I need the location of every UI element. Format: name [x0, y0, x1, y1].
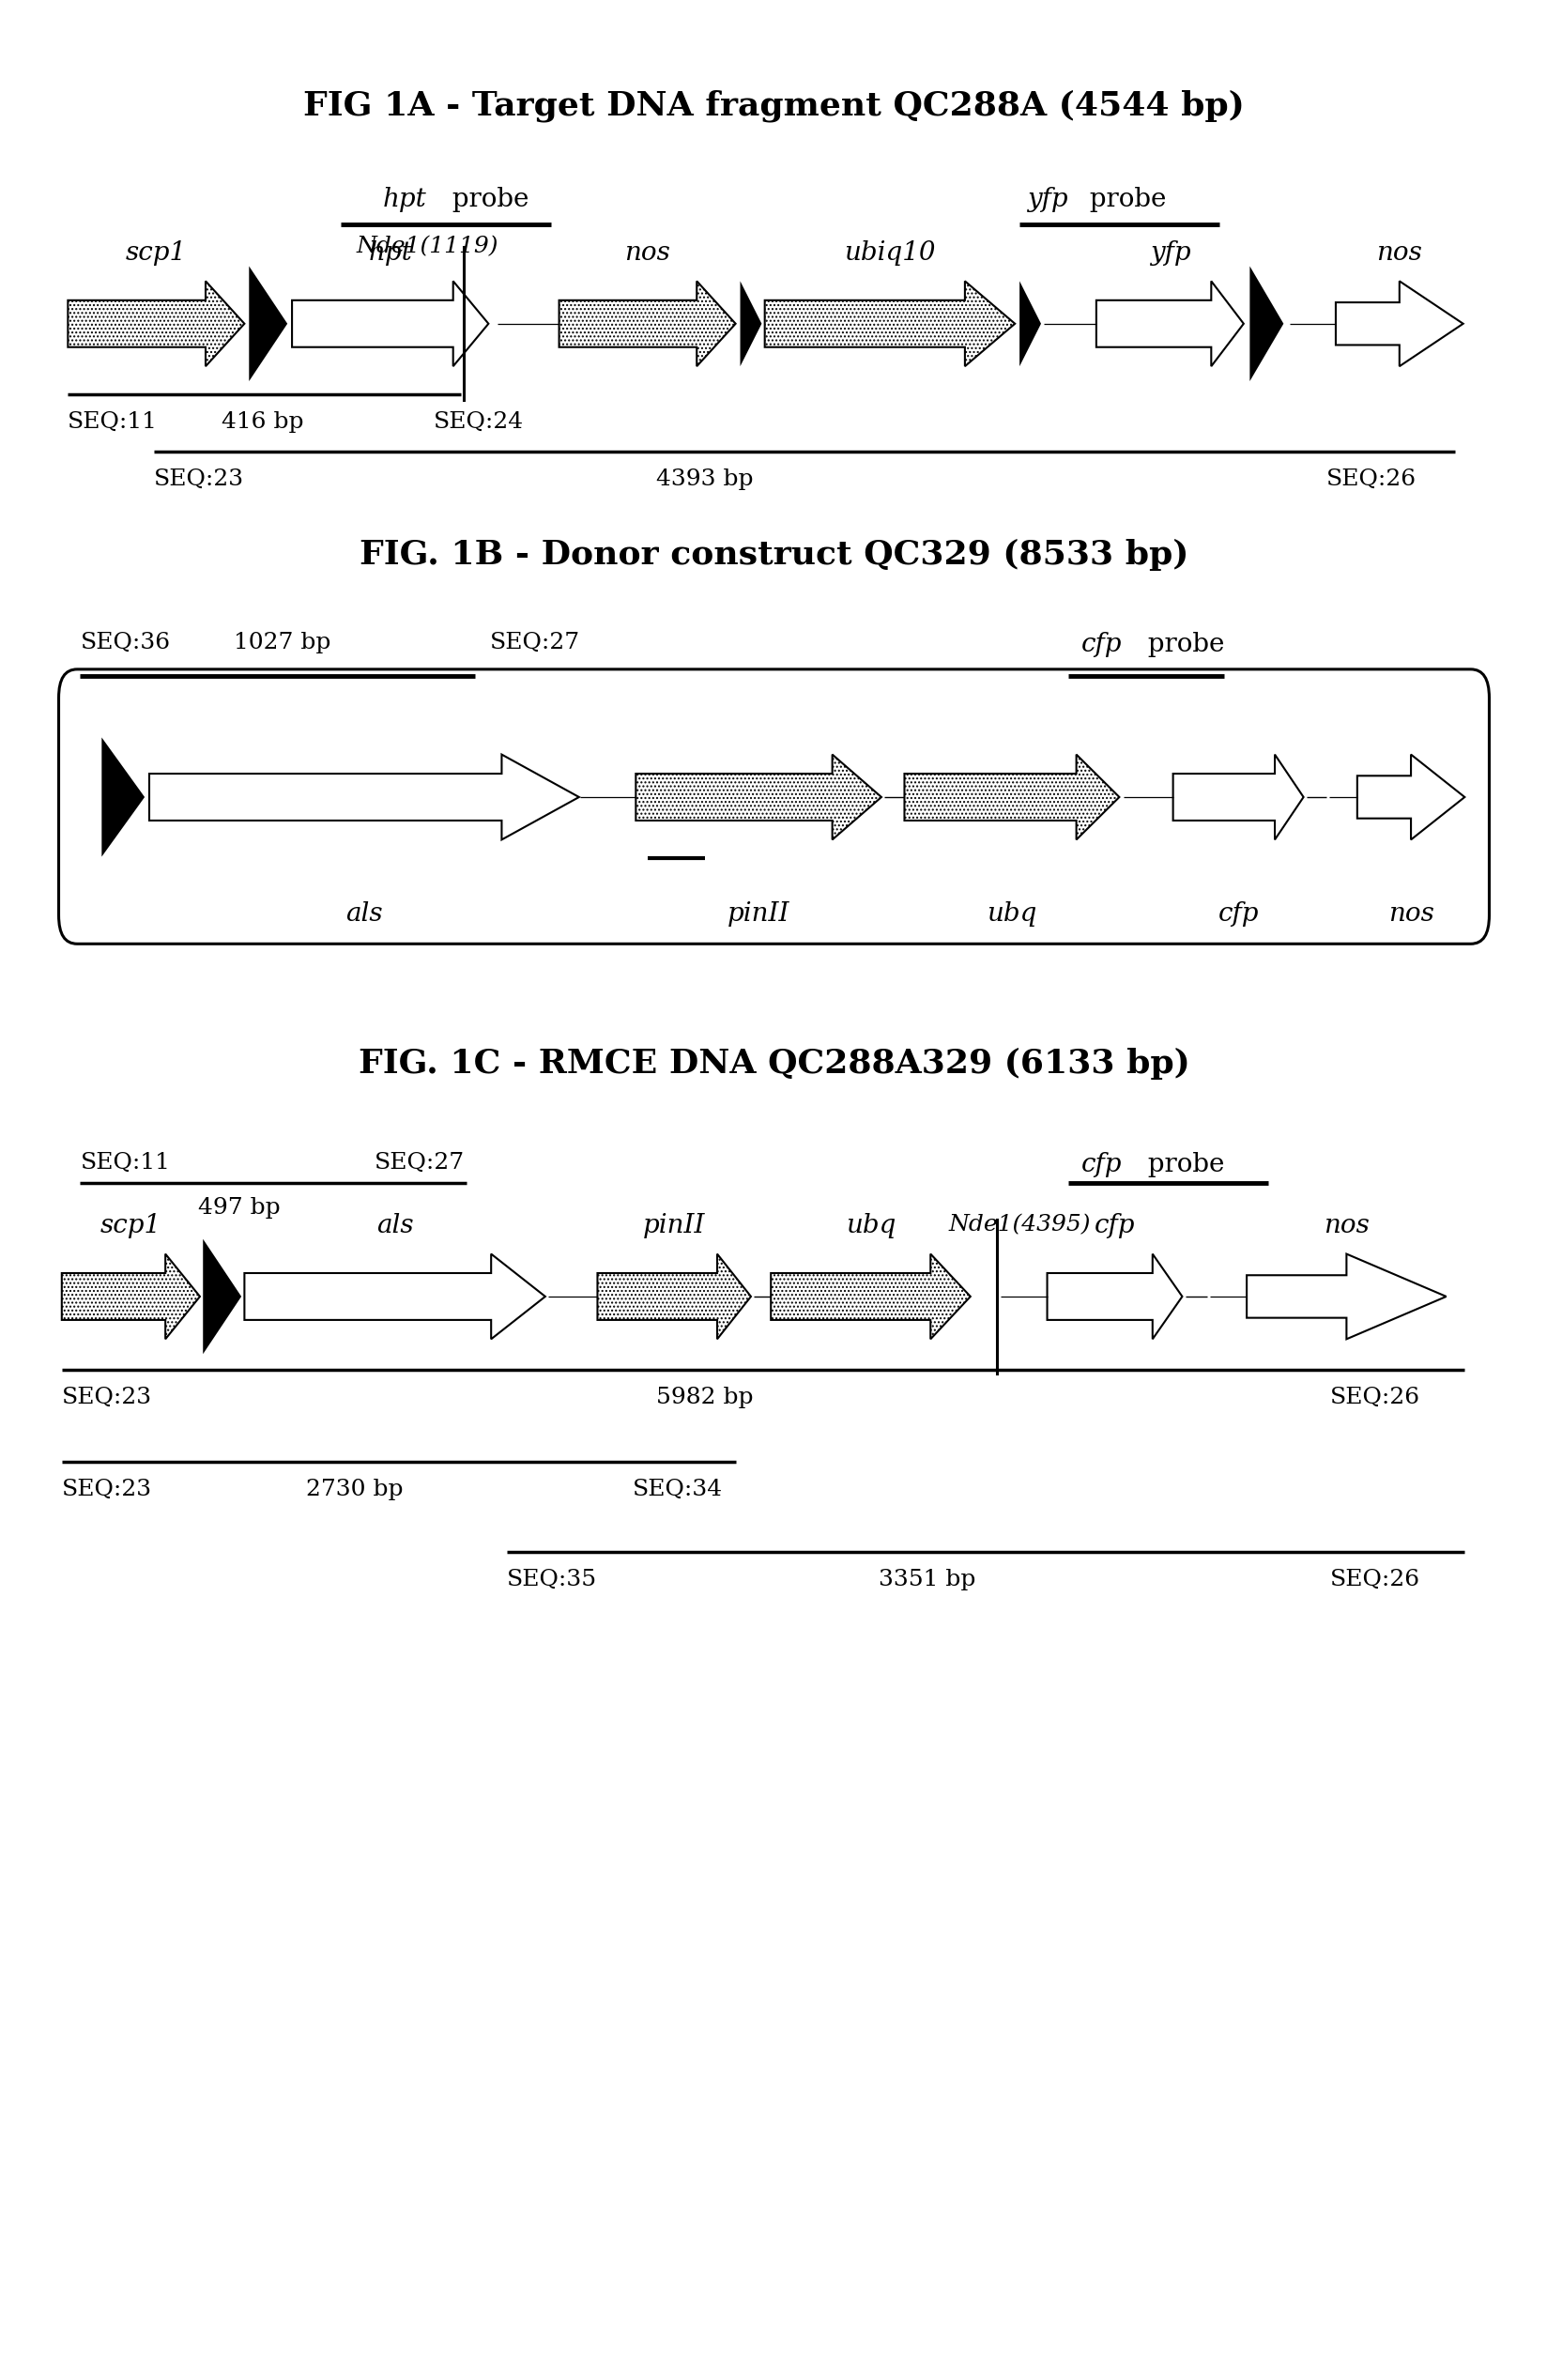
Text: 416 bp: 416 bp	[221, 412, 303, 433]
Polygon shape	[739, 281, 761, 367]
Polygon shape	[149, 754, 579, 840]
Text: cfp: cfp	[1080, 1152, 1122, 1178]
FancyBboxPatch shape	[59, 669, 1488, 945]
Text: SEQ:36: SEQ:36	[80, 631, 170, 652]
Text: SEQ:26: SEQ:26	[1329, 1568, 1419, 1590]
Text: FIG 1A - Target DNA fragment QC288A (4544 bp): FIG 1A - Target DNA fragment QC288A (454…	[303, 90, 1244, 121]
Text: scp1: scp1	[125, 240, 187, 264]
Text: 4393 bp: 4393 bp	[656, 469, 753, 490]
Polygon shape	[1047, 1254, 1182, 1340]
Text: SEQ:26: SEQ:26	[1326, 469, 1416, 490]
Text: als: als	[376, 1214, 413, 1238]
Polygon shape	[244, 1254, 545, 1340]
Text: probe: probe	[1080, 188, 1165, 212]
Text: nos: nos	[1323, 1214, 1369, 1238]
Text: scp1: scp1	[101, 1214, 161, 1238]
Text: cfp: cfp	[1094, 1214, 1134, 1238]
Polygon shape	[292, 281, 489, 367]
Text: probe: probe	[444, 188, 529, 212]
Text: hpt: hpt	[382, 188, 425, 212]
Polygon shape	[102, 738, 144, 857]
Text: SEQ:27: SEQ:27	[374, 1152, 464, 1173]
Text: SEQ:34: SEQ:34	[633, 1478, 722, 1499]
Text: cfp: cfp	[1217, 902, 1258, 926]
Text: Nde1(1119): Nde1(1119)	[356, 236, 498, 257]
Text: 497 bp: 497 bp	[198, 1197, 280, 1219]
Text: probe: probe	[1139, 631, 1224, 657]
Text: SEQ:24: SEQ:24	[433, 412, 523, 433]
Polygon shape	[68, 281, 244, 367]
Text: 5982 bp: 5982 bp	[656, 1388, 753, 1409]
Polygon shape	[764, 281, 1015, 367]
Text: nos: nos	[623, 240, 670, 264]
Text: pinII: pinII	[642, 1214, 705, 1238]
Text: Nde1(4395): Nde1(4395)	[948, 1214, 1091, 1235]
Text: hpt: hpt	[368, 240, 412, 264]
Polygon shape	[1245, 1254, 1445, 1340]
Text: SEQ:11: SEQ:11	[68, 412, 158, 433]
Polygon shape	[903, 754, 1118, 840]
Text: ubiq10: ubiq10	[843, 240, 934, 264]
Polygon shape	[62, 1254, 200, 1340]
Text: SEQ:23: SEQ:23	[62, 1388, 152, 1409]
Text: yfp: yfp	[1027, 188, 1067, 212]
Text: nos: nos	[1375, 240, 1422, 264]
Text: ubq: ubq	[845, 1214, 896, 1238]
Polygon shape	[597, 1254, 750, 1340]
Text: 1027 bp: 1027 bp	[234, 631, 331, 652]
Polygon shape	[1173, 754, 1303, 840]
Text: 2730 bp: 2730 bp	[306, 1478, 402, 1499]
Polygon shape	[1357, 754, 1463, 840]
Polygon shape	[558, 281, 735, 367]
Polygon shape	[1335, 281, 1462, 367]
Text: FIG. 1B - Donor construct QC329 (8533 bp): FIG. 1B - Donor construct QC329 (8533 bp…	[359, 540, 1188, 571]
Text: SEQ:26: SEQ:26	[1329, 1388, 1419, 1409]
Text: SEQ:27: SEQ:27	[490, 631, 580, 652]
Polygon shape	[1095, 281, 1242, 367]
Polygon shape	[770, 1254, 970, 1340]
Text: SEQ:35: SEQ:35	[506, 1568, 597, 1590]
Text: nos: nos	[1388, 902, 1433, 926]
Text: 3351 bp: 3351 bp	[879, 1568, 976, 1590]
Text: pinII: pinII	[727, 902, 789, 926]
Text: SEQ:23: SEQ:23	[62, 1478, 152, 1499]
Text: als: als	[345, 902, 382, 926]
Text: FIG. 1C - RMCE DNA QC288A329 (6133 bp): FIG. 1C - RMCE DNA QC288A329 (6133 bp)	[357, 1047, 1190, 1081]
Text: probe: probe	[1139, 1152, 1224, 1178]
Polygon shape	[1019, 281, 1041, 367]
Text: SEQ:11: SEQ:11	[80, 1152, 170, 1173]
Polygon shape	[1248, 267, 1282, 381]
Polygon shape	[636, 754, 880, 840]
Text: cfp: cfp	[1080, 631, 1122, 657]
Text: ubq: ubq	[987, 902, 1036, 926]
Polygon shape	[249, 267, 288, 381]
Text: yfp: yfp	[1149, 240, 1190, 264]
Text: SEQ:23: SEQ:23	[153, 469, 244, 490]
Polygon shape	[203, 1240, 241, 1354]
